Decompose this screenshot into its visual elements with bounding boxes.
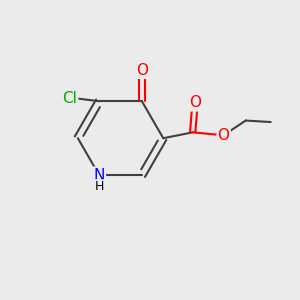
Text: O: O <box>218 128 230 143</box>
Text: Cl: Cl <box>62 91 77 106</box>
Text: H: H <box>94 180 104 193</box>
Text: N: N <box>94 168 105 183</box>
Text: O: O <box>189 95 201 110</box>
Text: O: O <box>136 63 148 78</box>
